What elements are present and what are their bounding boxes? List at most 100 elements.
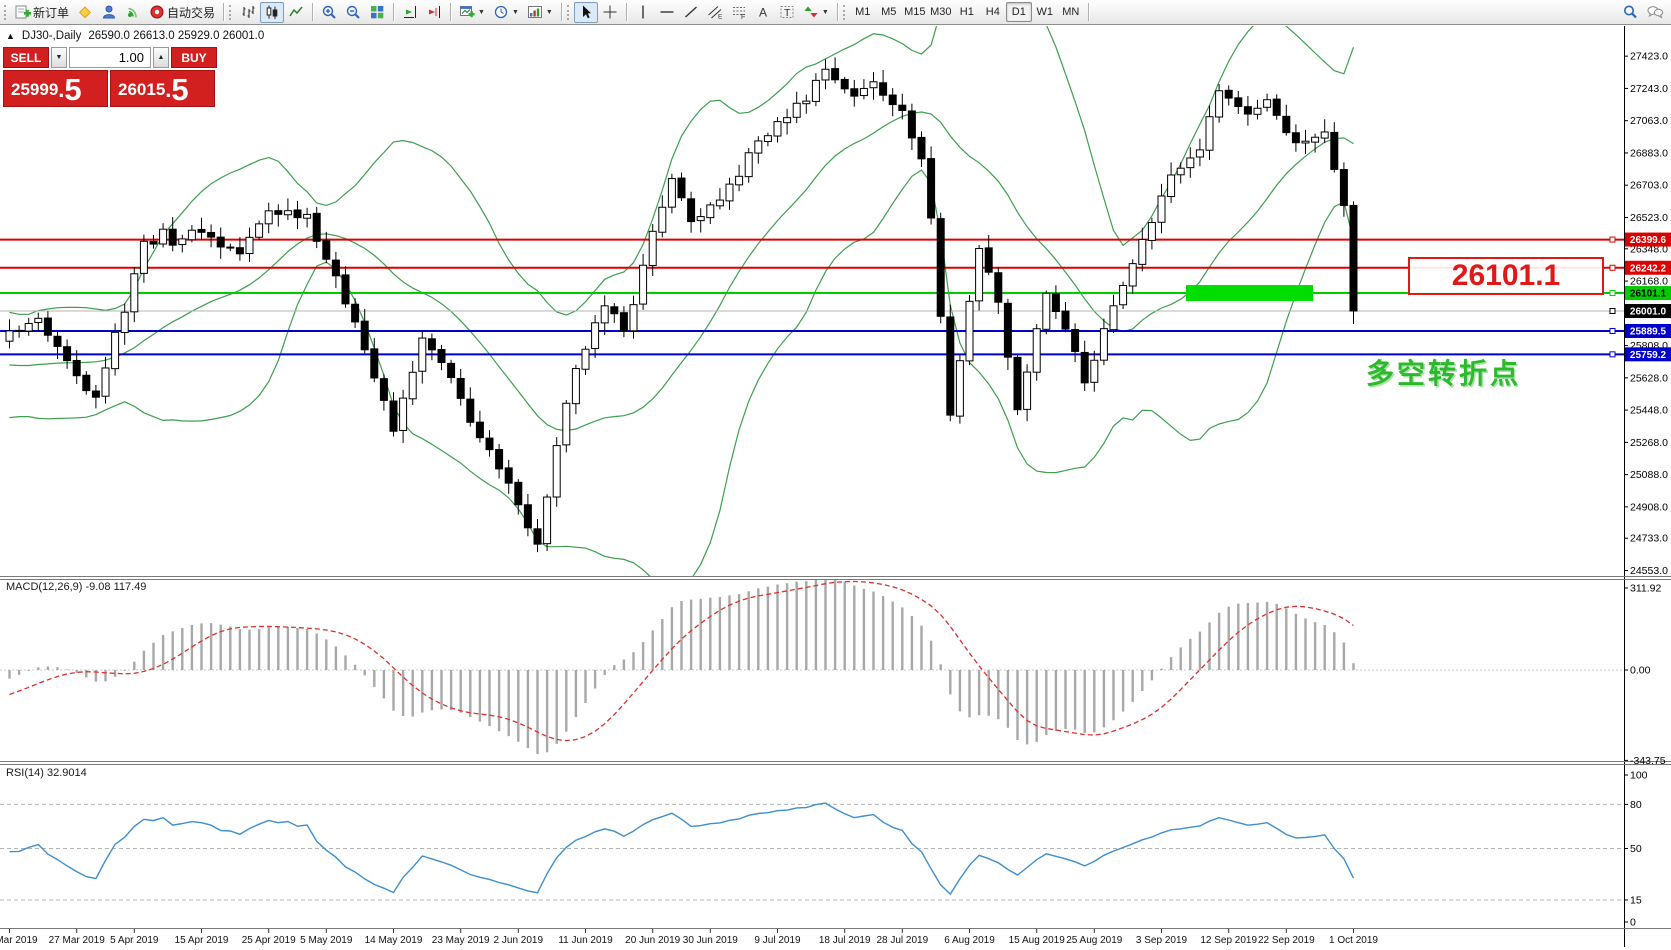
candle-body: [331, 259, 340, 277]
candle-body: [1138, 238, 1147, 265]
line-handle[interactable]: [1609, 290, 1616, 297]
candle-body: [456, 377, 465, 399]
text-label-button[interactable]: T: [775, 2, 799, 23]
chart-shift-button[interactable]: [422, 2, 446, 23]
timeframe-h4[interactable]: H4: [980, 2, 1006, 22]
candle-body: [399, 397, 408, 431]
arrows-button[interactable]: ▼: [799, 2, 833, 23]
dropdown-caret-icon: ▼: [821, 8, 829, 16]
candle-body: [1080, 351, 1089, 384]
toolbar-grip[interactable]: [4, 4, 8, 20]
timeframe-m15[interactable]: M15: [902, 2, 928, 22]
periods-button[interactable]: ▼: [489, 2, 523, 23]
timeframe-m30[interactable]: M30: [928, 2, 954, 22]
crosshair-icon: [603, 5, 617, 19]
trendline-icon: [684, 6, 697, 18]
buy-price-box[interactable]: 26015. 5: [110, 70, 215, 107]
line-handle[interactable]: [1609, 236, 1616, 243]
dropdown-caret-icon: ▼: [545, 8, 553, 16]
candle-body: [1051, 293, 1060, 313]
candle-body: [629, 304, 638, 332]
candle-body: [63, 346, 72, 362]
text-button[interactable]: A: [751, 2, 775, 23]
vertical-line-button[interactable]: [631, 2, 655, 23]
signals-button[interactable]: [121, 2, 145, 23]
fibonacci-button[interactable]: F: [727, 2, 751, 23]
cursor-button[interactable]: [573, 1, 598, 23]
autotrading-stop-icon: [150, 5, 164, 19]
fibonacci-icon: F: [732, 7, 745, 20]
new-order-button[interactable]: 新订单: [11, 2, 73, 23]
trendline-button[interactable]: [679, 2, 703, 23]
line-handle[interactable]: [1609, 308, 1616, 314]
line-handle[interactable]: [1609, 327, 1616, 334]
chat-button[interactable]: [1642, 2, 1668, 23]
candle-body: [1003, 302, 1012, 358]
line-handle[interactable]: [1609, 264, 1616, 271]
tile-windows-button[interactable]: [365, 2, 389, 23]
date-axis-label: 25 Aug 2019: [1066, 935, 1123, 946]
line-chart-button[interactable]: [284, 2, 308, 23]
timeframe-w1[interactable]: W1: [1032, 2, 1058, 22]
chart-canvas[interactable]: 27423.0 27243.0 27063.0 26883.0 26703.0 26523…: [0, 26, 1671, 950]
svg-text:E: E: [718, 14, 723, 21]
date-axis-label: 22 Sep 2019: [1258, 935, 1315, 946]
candle-body: [667, 178, 676, 208]
candle-body: [1282, 115, 1291, 134]
candle-body: [821, 68, 830, 81]
person-icon: [103, 5, 116, 19]
dropdown-caret-icon: ▼: [478, 8, 485, 16]
auto-scroll-button[interactable]: [398, 2, 422, 23]
timeframe-d1[interactable]: D1: [1005, 2, 1032, 22]
metaeditor-button[interactable]: [73, 2, 97, 23]
zoom-out-button[interactable]: [341, 2, 365, 23]
horizontal-line-button[interactable]: [655, 2, 679, 23]
bollinger-band-line: [9, 111, 1354, 432]
timeframe-m1[interactable]: M1: [850, 2, 876, 22]
channel-button[interactable]: E: [703, 2, 727, 23]
collapse-trade-panel-icon[interactable]: ▲: [6, 31, 15, 41]
sell-price-dot: .: [58, 77, 65, 102]
candle-body: [1330, 131, 1339, 170]
candle-body: [677, 177, 686, 199]
rsi-panel: [0, 802, 1624, 901]
buy-button[interactable]: BUY: [171, 47, 217, 68]
crosshair-button[interactable]: [598, 2, 622, 23]
candle-body: [1147, 222, 1156, 241]
search-button[interactable]: [1618, 2, 1642, 23]
trade-prices-row: 25999. 5 26015. 5: [3, 70, 217, 107]
sell-button[interactable]: SELL: [3, 47, 49, 68]
date-axis-label: 11 Jun 2019: [558, 935, 613, 946]
toolbar-grip[interactable]: [842, 4, 847, 20]
templates-button[interactable]: ▼: [523, 2, 557, 23]
autotrading-label: 自动交易: [167, 5, 216, 20]
candle-body: [725, 183, 734, 202]
candle-body: [187, 229, 196, 241]
volume-input[interactable]: [69, 47, 151, 68]
candle-body: [571, 368, 580, 405]
line-handle[interactable]: [1609, 351, 1616, 358]
candle-body: [149, 240, 158, 245]
bar-chart-button[interactable]: [236, 2, 260, 23]
date-axis-label: 15 Aug 2019: [1009, 935, 1066, 946]
toolbar-grip[interactable]: [566, 4, 571, 20]
candle-body: [888, 94, 897, 106]
price-axis-tick: 26703.0: [1630, 180, 1668, 192]
candle-body: [687, 198, 696, 223]
new-chart-button[interactable]: ▼: [455, 2, 489, 23]
candlestick-chart-button[interactable]: [260, 1, 285, 23]
timeframe-h1[interactable]: H1: [954, 2, 980, 22]
toolbar-grip[interactable]: [229, 4, 233, 20]
tile-windows-icon: [371, 6, 384, 19]
zoom-in-button[interactable]: [317, 2, 341, 23]
volume-decrease-button[interactable]: ▼: [51, 47, 67, 68]
volume-increase-button[interactable]: ▲: [153, 47, 169, 68]
timeframe-m5[interactable]: M5: [876, 2, 902, 22]
autotrading-button[interactable]: 自动交易: [145, 2, 219, 23]
timeframe-mn[interactable]: MN: [1058, 2, 1084, 22]
date-axis-label: 30 Jun 2019: [683, 935, 738, 946]
community-button[interactable]: [97, 2, 121, 23]
price-axis-tick: 24733.0: [1630, 533, 1668, 545]
sell-price-box[interactable]: 25999. 5: [3, 70, 108, 107]
candle-body: [91, 390, 100, 398]
